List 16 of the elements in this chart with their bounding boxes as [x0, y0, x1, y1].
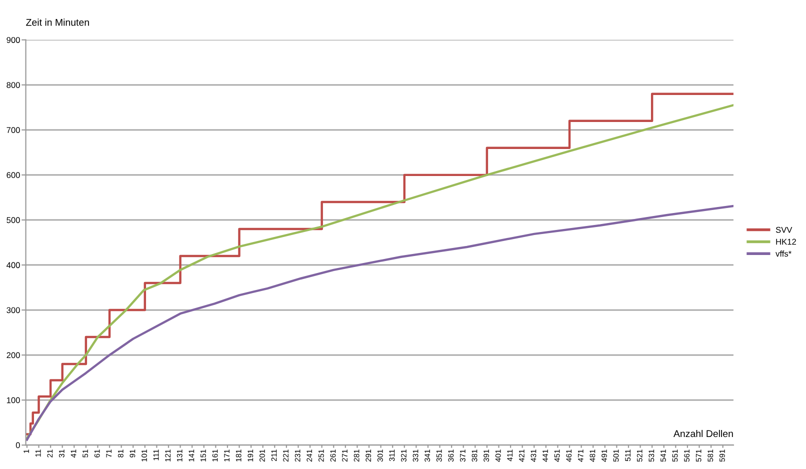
y-tick-label: 500: [6, 217, 20, 224]
y-tick-label: 0: [16, 442, 20, 448]
y-tick-label: 100: [6, 397, 20, 404]
y-tick-label: 600: [6, 172, 20, 178]
y-tick-label: 200: [6, 352, 20, 358]
y-tick-label: 700: [6, 127, 20, 134]
y-tick-label: 300: [6, 307, 20, 314]
y-axis-title: Zeit in Minuten: [26, 18, 89, 26]
x-axis-title: Anzahl Dellen: [673, 430, 733, 438]
line-series: [26, 204, 734, 441]
y-tick-label: 800: [6, 82, 20, 88]
legend-label: SVV: [776, 226, 792, 233]
legend-label: HK12: [776, 238, 796, 245]
y-tick-label: 400: [6, 262, 20, 268]
y-tick-label: 900: [6, 37, 20, 43]
legend-label: vffs*: [776, 250, 792, 257]
